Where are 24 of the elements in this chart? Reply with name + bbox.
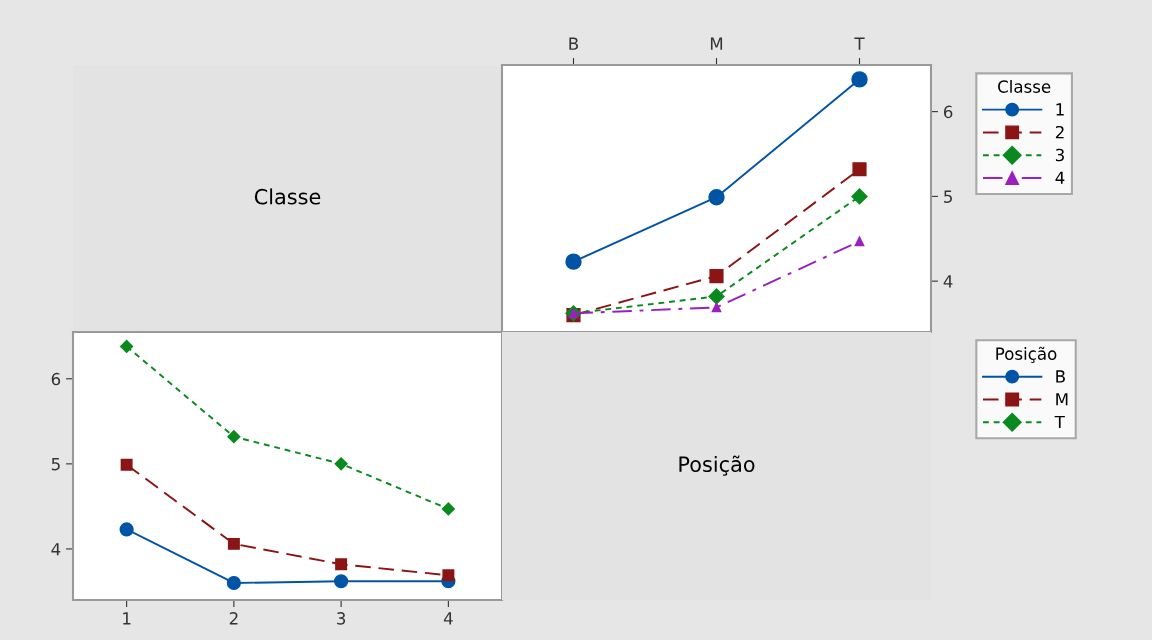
y-tick-label: 5 (51, 458, 60, 471)
x-tick-label: 4 (443, 612, 453, 625)
x-tick-label: B (569, 37, 579, 50)
text: Posição (679, 455, 755, 476)
legend-label: T (1054, 415, 1065, 429)
legend-label: 4 (1055, 171, 1065, 184)
y-tick-label: 6 (51, 372, 61, 386)
y-tick-label: 5 (944, 190, 952, 203)
x-tick-label: 2 (229, 612, 238, 625)
y-tick-label: 4 (943, 275, 953, 288)
x-tick-label: T (854, 37, 865, 50)
text: Classe (254, 188, 321, 205)
x-tick-label: M (710, 37, 723, 50)
legend-label: M (1056, 393, 1068, 406)
x-tick-label: 1 (123, 612, 131, 625)
legend-label: 2 (1055, 125, 1064, 139)
legend-label: 1 (1056, 103, 1064, 116)
legend-title: Classe (998, 80, 1051, 93)
legend-label: 3 (1055, 148, 1064, 162)
x-tick-label: 3 (337, 612, 346, 625)
legend-title: Posição (996, 346, 1057, 363)
y-tick-label: 4 (51, 543, 61, 556)
legend-label: B (1056, 370, 1065, 383)
y-tick-label: 6 (943, 105, 953, 119)
